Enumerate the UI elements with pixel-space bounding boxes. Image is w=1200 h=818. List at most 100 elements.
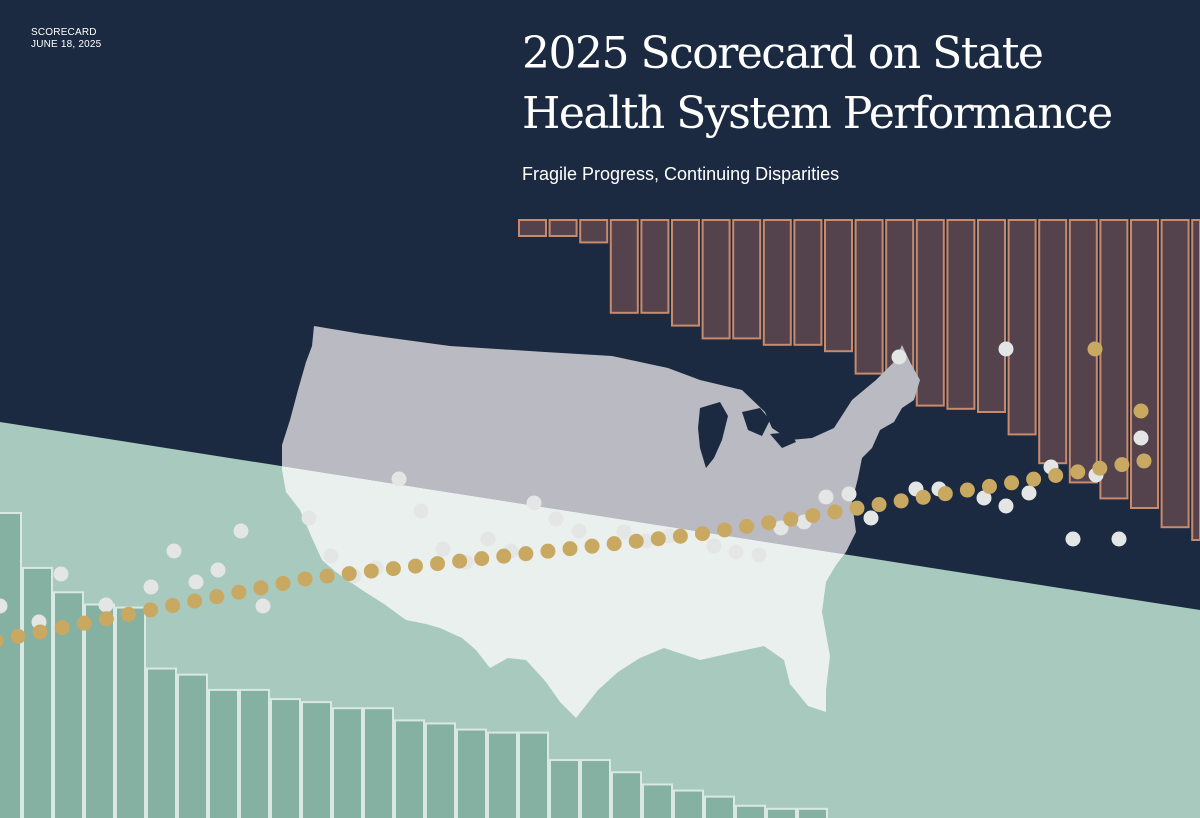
top-bar: [732, 219, 762, 340]
top-bar: [1160, 219, 1190, 529]
gold-dot: [209, 589, 225, 605]
gold-dot: [341, 566, 357, 582]
white-dot: [998, 498, 1014, 514]
page-title-line-2: Health System Performance: [522, 88, 1113, 139]
top-bar-chart: [518, 219, 1200, 541]
gold-dot: [1048, 468, 1064, 484]
gold-dot: [1070, 464, 1086, 480]
gold-dot: [606, 536, 622, 552]
gold-dot: [981, 478, 997, 494]
gold-dot: [893, 493, 909, 509]
white-dot: [98, 597, 114, 613]
gold-dot: [584, 538, 600, 554]
gold-dot: [1004, 475, 1020, 491]
white-dot: [863, 510, 879, 526]
white-dot: [773, 520, 789, 536]
white-dot: [391, 471, 407, 487]
gold-dot: [805, 507, 821, 523]
white-dot: [301, 510, 317, 526]
gold-dot: [452, 553, 468, 569]
gold-dot: [1026, 471, 1042, 487]
bottom-bar: [0, 512, 22, 818]
us-map: [282, 326, 920, 718]
white-dot: [571, 523, 587, 539]
gold-dot-trend: [0, 341, 1152, 648]
bottom-bar: [456, 728, 487, 818]
top-bar: [915, 219, 945, 407]
top-bar: [1007, 219, 1037, 436]
bottom-bar: [115, 606, 146, 818]
great-lakes-shape: [698, 402, 796, 468]
bottom-bar: [487, 731, 518, 818]
top-bar: [854, 219, 884, 375]
gold-dot: [518, 546, 534, 562]
white-dot: [188, 574, 204, 590]
gold-dot: [717, 522, 733, 538]
bottom-bar-chart: [0, 512, 828, 818]
gold-dot: [915, 489, 931, 505]
bottom-bar: [146, 667, 177, 818]
white-dot: [841, 486, 857, 502]
white-dot: [413, 503, 429, 519]
gold-dot: [650, 531, 666, 547]
gold-dot: [385, 561, 401, 577]
report-label-block: SCORECARD JUNE 18, 2025: [31, 27, 101, 51]
bottom-bar: [518, 731, 549, 818]
white-dot: [233, 523, 249, 539]
gold-dot: [143, 602, 159, 618]
gold-dot: [407, 558, 423, 574]
gold-dot: [1087, 341, 1103, 357]
gold-dot: [297, 571, 313, 587]
white-dot: [818, 489, 834, 505]
gold-dot: [562, 541, 578, 557]
bottom-bar: [735, 804, 766, 818]
bottom-bar: [425, 722, 456, 818]
gold-dot: [54, 620, 70, 636]
white-dot: [143, 579, 159, 595]
gold-dot: [1114, 457, 1130, 473]
top-bar: [977, 219, 1006, 413]
gold-dot: [959, 482, 975, 498]
gold-dot: [540, 543, 556, 559]
bottom-bar: [332, 707, 363, 818]
gold-dot: [783, 511, 799, 527]
gold-dot: [319, 568, 335, 584]
white-dot: [480, 531, 496, 547]
bottom-bar: [797, 807, 828, 818]
gold-dot: [672, 528, 688, 544]
white-dot: [1021, 485, 1037, 501]
top-bar: [518, 219, 547, 237]
report-date: JUNE 18, 2025: [31, 39, 102, 50]
gold-dot: [871, 497, 887, 513]
bottom-bar: [549, 759, 580, 818]
gold-dot: [761, 515, 777, 531]
page-subtitle: Fragile Progress, Continuing Disparities: [522, 164, 840, 184]
white-dot: [548, 511, 564, 527]
white-dot: [255, 598, 271, 614]
top-bar: [762, 219, 792, 346]
gold-dot: [694, 526, 710, 542]
white-dot: [976, 490, 992, 506]
gold-dot: [1133, 403, 1149, 419]
bottom-bar: [363, 707, 394, 818]
white-dot: [1133, 430, 1149, 446]
bottom-bar: [84, 603, 115, 818]
white-dot: [891, 349, 907, 365]
white-dot: [435, 541, 451, 557]
gold-dot: [120, 606, 136, 622]
gold-dot: [253, 580, 269, 596]
bottom-bar: [177, 673, 208, 818]
gold-dot: [1092, 460, 1108, 476]
gold-dot: [474, 551, 490, 567]
gold-dot: [187, 593, 203, 609]
top-bar: [701, 219, 731, 340]
gold-dot: [1136, 453, 1152, 469]
top-bar: [793, 219, 823, 346]
bottom-bar: [580, 759, 611, 818]
bottom-bar: [704, 795, 735, 818]
bottom-bar: [642, 783, 673, 818]
gold-dot: [430, 556, 446, 572]
bottom-bar: [208, 688, 239, 818]
report-kicker: SCORECARD: [31, 27, 97, 38]
top-bar: [1099, 219, 1129, 500]
